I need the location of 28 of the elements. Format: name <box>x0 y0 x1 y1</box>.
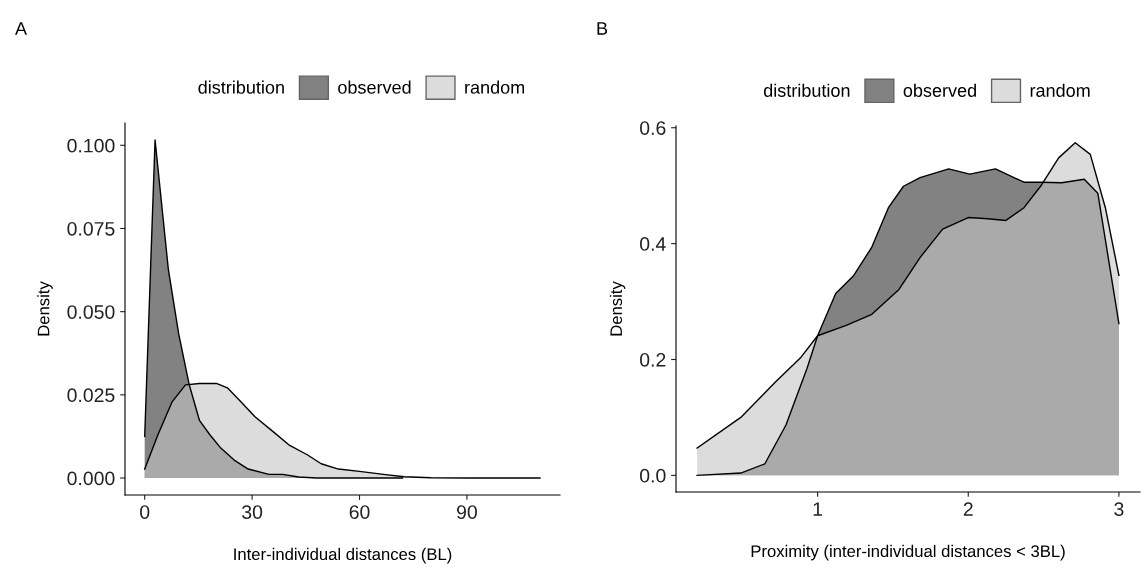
y-tick-label: 0.100 <box>67 138 115 153</box>
x-tick-label: 60 <box>349 505 370 519</box>
x-axis-title: Inter-individual distances (BL) <box>234 547 452 564</box>
x-axis-title: Proximity (inter-individual distances < 3BL) <box>751 544 1065 561</box>
legend-label: observed <box>903 83 976 97</box>
x-tick-label: 2 <box>963 502 973 516</box>
legend-label: random <box>1030 83 1090 97</box>
y-tick-label: 0.2 <box>640 352 666 367</box>
y-axis-title: Density <box>609 281 626 336</box>
x-tick-label: 90 <box>457 505 477 519</box>
x-tick-label: 0 <box>140 505 150 519</box>
y-tick-label: 0.0 <box>640 468 666 483</box>
legend-title: distribution <box>198 80 284 94</box>
y-tick-label: 0.075 <box>67 221 115 236</box>
y-axis-title: Density <box>37 281 53 336</box>
y-tick-label: 0.000 <box>67 471 115 486</box>
x-tick-label: 3 <box>1114 502 1124 516</box>
x-tick-label: 1 <box>813 502 823 516</box>
y-tick-label: 0.050 <box>67 305 115 319</box>
chart-title: B <box>597 22 608 35</box>
y-tick-label: 0.6 <box>640 121 666 135</box>
y-tick-label: 0.025 <box>67 388 115 403</box>
y-tick-label: 0.4 <box>640 237 666 251</box>
legend-title: distribution <box>763 83 850 97</box>
legend-label: observed <box>338 80 411 94</box>
x-tick-label: 30 <box>242 505 263 519</box>
chart-title: A <box>15 22 28 35</box>
legend-label: random <box>465 80 525 94</box>
